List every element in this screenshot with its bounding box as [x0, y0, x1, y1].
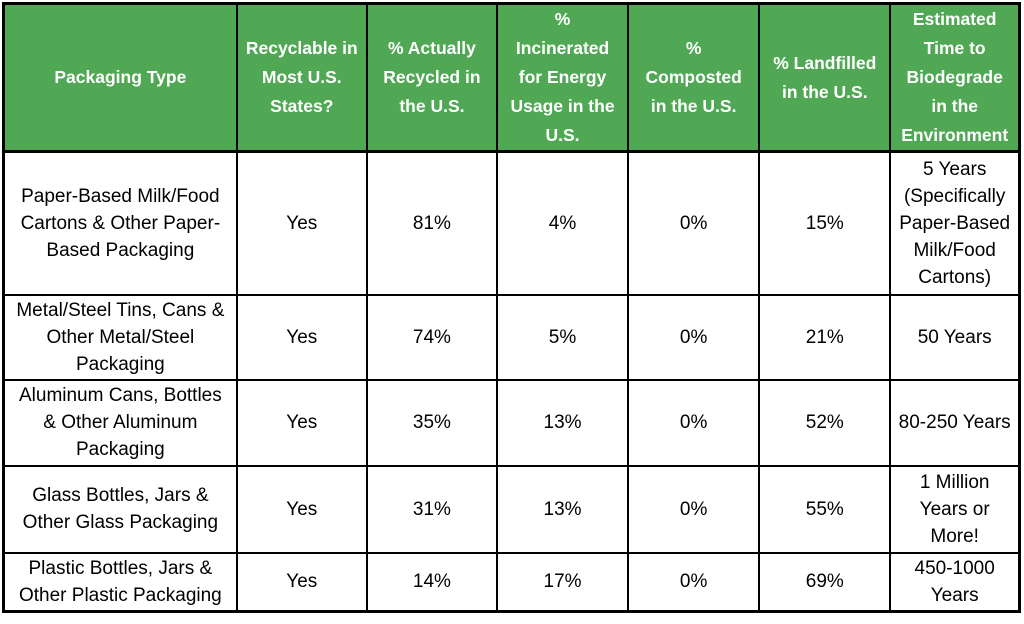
- cell-recyclable: Yes: [235, 150, 368, 296]
- cell-recycled: 35%: [365, 378, 498, 467]
- cell-recycled: 31%: [365, 464, 498, 554]
- header-packaging-type: Packaging Type: [2, 2, 238, 153]
- cell-recyclable: Yes: [235, 551, 368, 612]
- cell-composted: 0%: [627, 378, 761, 467]
- table-row-aluminum: Aluminum Cans, Bottles & Other Aluminum …: [2, 378, 1021, 467]
- cell-biodegrade-time: 50 Years: [889, 293, 1021, 381]
- cell-landfilled: 69%: [758, 551, 892, 612]
- cell-incinerated: 5%: [495, 293, 630, 381]
- cell-recycled: 81%: [365, 150, 498, 296]
- cell-packaging-type: Plastic Bottles, Jars & Other Plastic Pa…: [2, 551, 238, 612]
- cell-biodegrade-time: 80-250 Years: [889, 378, 1021, 467]
- table-row-paper: Paper-Based Milk/Food Cartons & Other Pa…: [2, 150, 1021, 296]
- cell-packaging-type: Glass Bottles, Jars & Other Glass Packag…: [2, 464, 238, 554]
- header-row: Packaging Type Recyclable in Most U.S. S…: [2, 2, 1021, 153]
- table-row-metal: Metal/Steel Tins, Cans & Other Metal/Ste…: [2, 293, 1021, 381]
- cell-recycled: 74%: [365, 293, 498, 381]
- cell-landfilled: 21%: [758, 293, 892, 381]
- header-percent-recycled: % Actually Recycled in the U.S.: [365, 2, 498, 153]
- cell-composted: 0%: [627, 293, 761, 381]
- header-percent-composted: % Composted in the U.S.: [627, 2, 761, 153]
- table-row-glass: Glass Bottles, Jars & Other Glass Packag…: [2, 464, 1021, 554]
- header-percent-incinerated: % Incinerated for Energy Usage in the U.…: [495, 2, 630, 153]
- cell-composted: 0%: [627, 464, 761, 554]
- cell-biodegrade-time: 1 Million Years or More!: [889, 464, 1021, 554]
- cell-composted: 0%: [627, 150, 761, 296]
- cell-landfilled: 15%: [758, 150, 892, 296]
- cell-recyclable: Yes: [235, 464, 368, 554]
- cell-composted: 0%: [627, 551, 761, 612]
- cell-recyclable: Yes: [235, 378, 368, 467]
- cell-recycled: 14%: [365, 551, 498, 612]
- cell-recyclable: Yes: [235, 293, 368, 381]
- cell-incinerated: 4%: [495, 150, 630, 296]
- packaging-recycling-table: Packaging Type Recyclable in Most U.S. S…: [2, 2, 1021, 613]
- header-percent-landfilled: % Landfilled in the U.S.: [758, 2, 892, 153]
- cell-incinerated: 13%: [495, 378, 630, 467]
- table-row-plastic: Plastic Bottles, Jars & Other Plastic Pa…: [2, 551, 1021, 612]
- cell-incinerated: 17%: [495, 551, 630, 612]
- header-recyclable: Recyclable in Most U.S. States?: [235, 2, 368, 153]
- cell-landfilled: 55%: [758, 464, 892, 554]
- cell-incinerated: 13%: [495, 464, 630, 554]
- cell-biodegrade-time: 450-1000 Years: [889, 551, 1021, 612]
- cell-landfilled: 52%: [758, 378, 892, 467]
- cell-packaging-type: Aluminum Cans, Bottles & Other Aluminum …: [2, 378, 238, 467]
- cell-biodegrade-time: 5 Years (Specifically Paper-Based Milk/F…: [889, 150, 1021, 296]
- header-biodegrade-time: Estimated Time to Biodegrade in the Envi…: [889, 2, 1021, 153]
- cell-packaging-type: Metal/Steel Tins, Cans & Other Metal/Ste…: [2, 293, 238, 381]
- cell-packaging-type: Paper-Based Milk/Food Cartons & Other Pa…: [2, 150, 238, 296]
